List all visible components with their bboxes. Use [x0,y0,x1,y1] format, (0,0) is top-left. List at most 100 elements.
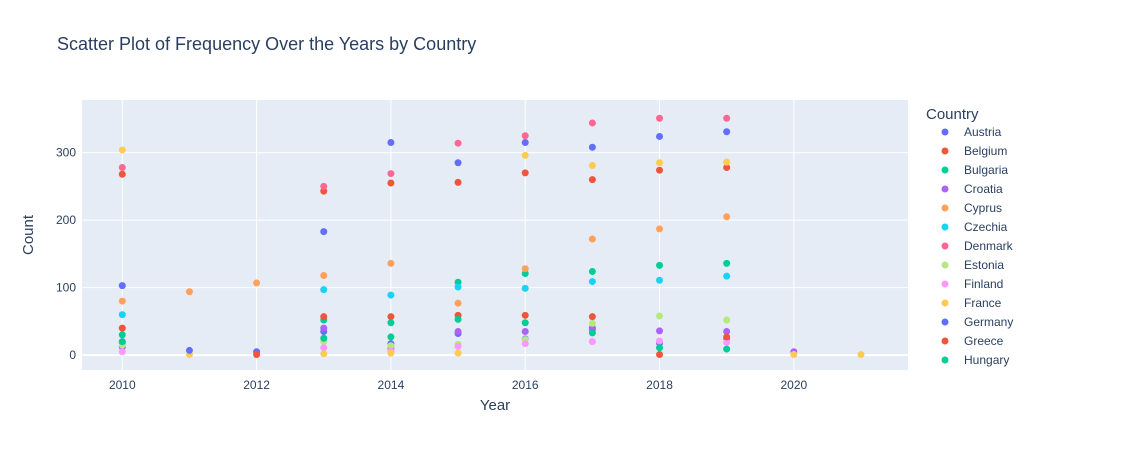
legend-item[interactable]: Bulgaria [941,163,1009,177]
data-point[interactable] [588,319,596,327]
data-point[interactable] [454,349,462,357]
data-point[interactable] [253,279,261,287]
legend-item[interactable]: Czechia [941,220,1008,234]
legend-item[interactable]: Estonia [941,258,1005,272]
data-point[interactable] [723,333,731,341]
data-point[interactable] [521,151,529,159]
data-point[interactable] [118,311,126,319]
data-point[interactable] [387,139,395,147]
data-point[interactable] [588,267,596,275]
legend[interactable]: Country Austria Belgium Bulgaria Croatia Cyp… [926,106,1014,367]
data-point[interactable] [588,119,596,127]
data-point[interactable] [387,170,395,178]
legend-item[interactable]: Austria [941,125,1002,139]
data-point[interactable] [387,333,395,341]
data-point[interactable] [588,143,596,151]
data-point[interactable] [790,350,798,358]
data-point[interactable] [454,159,462,167]
data-point[interactable] [656,276,664,284]
data-point[interactable] [656,344,664,352]
data-point[interactable] [723,114,731,122]
legend-item[interactable]: France [941,296,1002,310]
data-point[interactable] [656,350,664,358]
legend-item[interactable]: Finland [941,277,1004,291]
data-point[interactable] [387,291,395,299]
data-point[interactable] [656,166,664,174]
data-point[interactable] [656,327,664,335]
data-point[interactable] [723,158,731,166]
legend-item[interactable]: Belgium [941,144,1008,158]
data-point[interactable] [723,328,731,336]
data-point[interactable] [320,324,328,332]
data-point[interactable] [320,344,328,352]
data-point[interactable] [454,328,462,336]
data-point[interactable] [387,342,395,350]
data-point[interactable] [320,286,328,294]
data-point[interactable] [723,128,731,136]
legend-item[interactable]: Denmark [941,239,1014,253]
data-point[interactable] [454,178,462,186]
data-point[interactable] [588,235,596,243]
data-point[interactable] [723,259,731,267]
data-point[interactable] [454,139,462,147]
data-point[interactable] [320,334,328,342]
data-point[interactable] [521,284,529,292]
data-point[interactable] [118,348,126,356]
data-point[interactable] [723,213,731,221]
data-point[interactable] [320,272,328,279]
legend-item[interactable]: Greece [941,334,1004,348]
data-point[interactable] [656,225,664,233]
data-point[interactable] [320,228,328,236]
data-point[interactable] [723,164,731,171]
data-point[interactable] [656,114,664,122]
data-point[interactable] [454,299,462,307]
data-point[interactable] [521,319,529,327]
data-point[interactable] [656,261,664,269]
data-point[interactable] [118,331,126,339]
data-point[interactable] [387,349,395,357]
data-point[interactable] [118,146,126,154]
data-point[interactable] [185,346,193,354]
data-point[interactable] [118,297,126,305]
data-point[interactable] [320,182,328,190]
data-point[interactable] [588,278,596,286]
data-point[interactable] [253,350,261,358]
data-point[interactable] [521,132,529,140]
data-point[interactable] [387,259,395,267]
data-point[interactable] [387,313,395,321]
data-point[interactable] [656,312,664,320]
data-point[interactable] [857,350,865,358]
legend-item[interactable]: Germany [941,315,1014,329]
data-point[interactable] [656,337,664,345]
data-point[interactable] [521,340,529,348]
data-point[interactable] [588,176,596,184]
data-point[interactable] [656,132,664,140]
data-point[interactable] [118,282,126,290]
legend-item[interactable]: Croatia [941,182,1004,196]
data-point[interactable] [118,324,126,332]
data-point[interactable] [723,272,731,280]
data-point[interactable] [588,329,596,337]
legend-item[interactable]: Cyprus [941,201,1003,215]
legend-item[interactable]: Hungary [941,353,1010,367]
data-point[interactable] [521,311,529,319]
data-point[interactable] [185,288,193,296]
data-point[interactable] [454,283,462,291]
data-point[interactable] [588,161,596,169]
data-point[interactable] [521,328,529,336]
data-point[interactable] [454,342,462,350]
data-point[interactable] [521,139,529,147]
data-point[interactable] [723,316,731,324]
data-point[interactable] [118,164,126,171]
data-point[interactable] [320,350,328,358]
data-point[interactable] [521,169,529,177]
data-point[interactable] [521,265,529,273]
data-point[interactable] [588,313,596,321]
data-point[interactable] [387,179,395,187]
data-point[interactable] [387,319,395,327]
data-point[interactable] [723,345,731,353]
data-point[interactable] [320,313,328,321]
data-point[interactable] [118,338,126,346]
data-point[interactable] [118,170,126,178]
data-point[interactable] [656,159,664,167]
